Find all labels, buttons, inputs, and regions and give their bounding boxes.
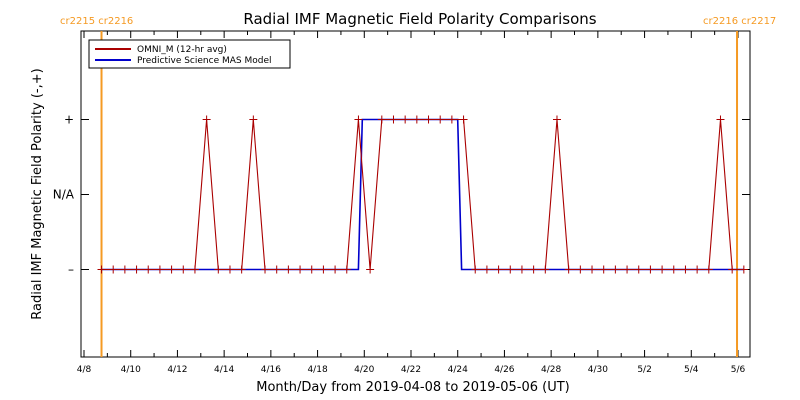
carrington-label: cr2215 cr2216: [60, 16, 133, 27]
legend-box: [88, 39, 291, 69]
y-axis: + N/A –: [53, 113, 750, 277]
y-tick-label: +: [64, 113, 74, 127]
x-tick-label: 4/30: [588, 365, 608, 375]
y-tick-label: N/A: [53, 188, 75, 202]
x-tick-label: 4/20: [354, 365, 374, 375]
x-tick-label: 4/10: [121, 365, 141, 375]
y-axis-label: Radial IMF Magnetic Field Polarity (-,+): [30, 68, 45, 319]
legend-label-omni: OMNI_M (12-hr avg): [137, 45, 227, 55]
carrington-label: cr2216 cr2217: [703, 16, 776, 27]
x-tick-label: 4/24: [448, 365, 468, 375]
legend: OMNI_M (12-hr avg) Predictive Science MA…: [88, 39, 291, 69]
series-line-mas: [101, 118, 744, 271]
x-tick-label: 4/26: [494, 365, 514, 375]
legend-label-mas: Predictive Science MAS Model: [137, 56, 272, 66]
x-axis: 4/8 4/10 4/12 4/14 4/16 4/18 4/20 4/22 4/24 4/26 4…: [77, 31, 746, 375]
x-tick-label: 4/14: [214, 365, 234, 375]
plot-frame: [80, 30, 751, 358]
x-tick-label: 5/4: [684, 365, 699, 375]
x-tick-label: 4/18: [307, 365, 327, 375]
x-tick-label: 5/6: [731, 365, 746, 375]
carrington-rotation-markers: cr2215 cr2216 cr2216 cr2217: [60, 16, 776, 357]
x-axis-label: Month/Day from 2019-04-08 to 2019-05-06 …: [256, 380, 569, 395]
x-tick-label: 5/2: [637, 365, 651, 375]
x-tick-label: 4/8: [77, 365, 92, 375]
series-layer: [97, 115, 748, 274]
x-tick-label: 4/22: [401, 365, 421, 375]
chart-title: Radial IMF Magnetic Field Polarity Compa…: [243, 10, 596, 28]
x-tick-label: 4/28: [541, 365, 561, 375]
series-line-omni: [101, 118, 744, 271]
y-tick-label: –: [68, 263, 74, 277]
x-tick-label: 4/12: [167, 365, 187, 375]
x-tick-label: 4/16: [261, 365, 281, 375]
